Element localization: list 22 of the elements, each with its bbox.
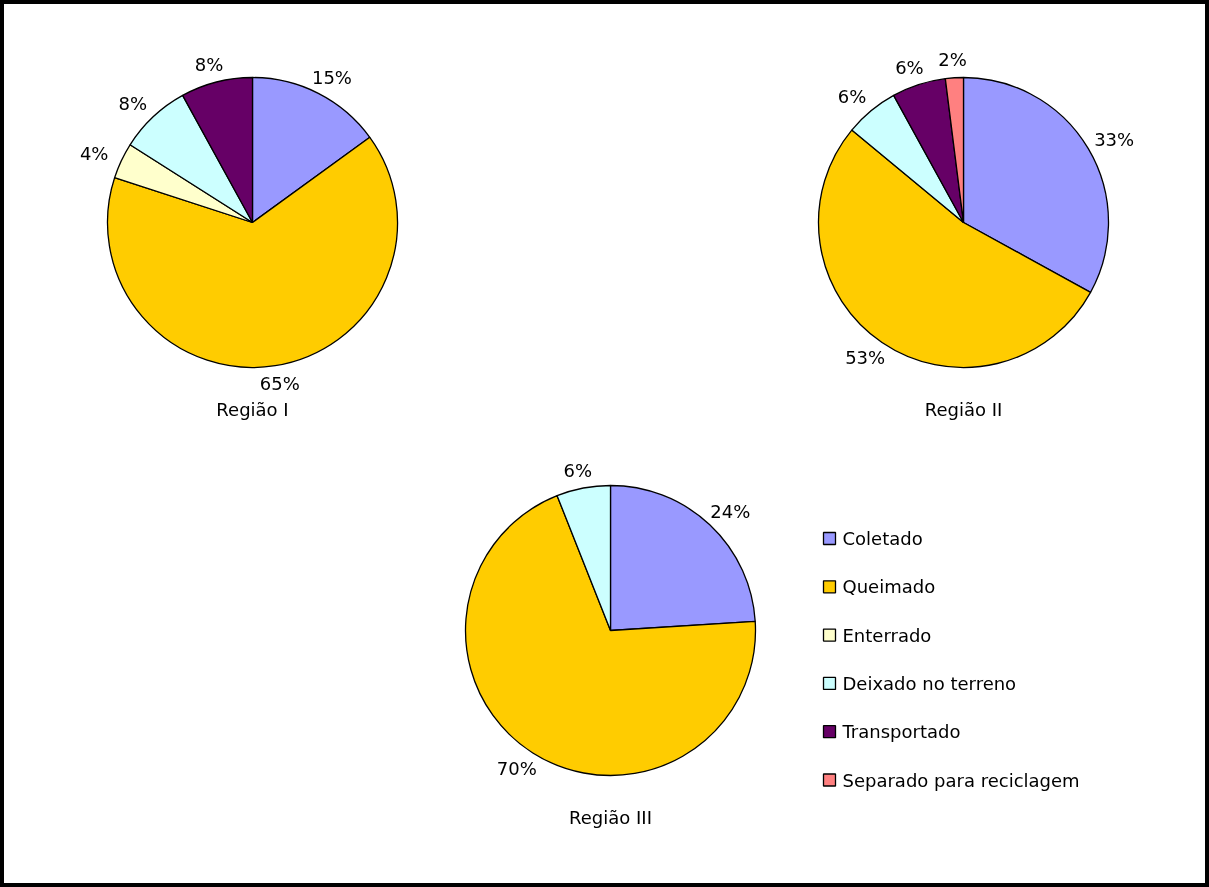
- data-label: 2%: [938, 49, 967, 71]
- data-label: 8%: [118, 93, 147, 115]
- data-label: 4%: [79, 142, 109, 164]
- data-label: 8%: [194, 54, 224, 76]
- data-label: 6%: [837, 86, 867, 108]
- slice-label: Região II: [924, 399, 1003, 420]
- slice-label: Região I: [216, 399, 289, 420]
- legend-label: Transportado: [841, 721, 961, 743]
- data-label: 53%: [845, 346, 886, 368]
- legend-label: Coletado: [842, 528, 923, 549]
- data-label: 70%: [496, 757, 537, 779]
- data-label: 15%: [311, 66, 352, 88]
- data-label: 33%: [1094, 129, 1135, 151]
- data-label: 24%: [710, 501, 751, 523]
- data-label: 6%: [563, 459, 592, 481]
- legend-label: Separado para reciclagem: [842, 769, 1080, 791]
- legend-label: Enterrado: [842, 624, 932, 646]
- slice-label: Região III: [569, 807, 652, 828]
- legend-label: Queimado: [842, 576, 936, 598]
- legend-label: Deixado no terreno: [842, 672, 1017, 694]
- data-label: 65%: [259, 372, 300, 394]
- data-label: 6%: [895, 56, 924, 78]
